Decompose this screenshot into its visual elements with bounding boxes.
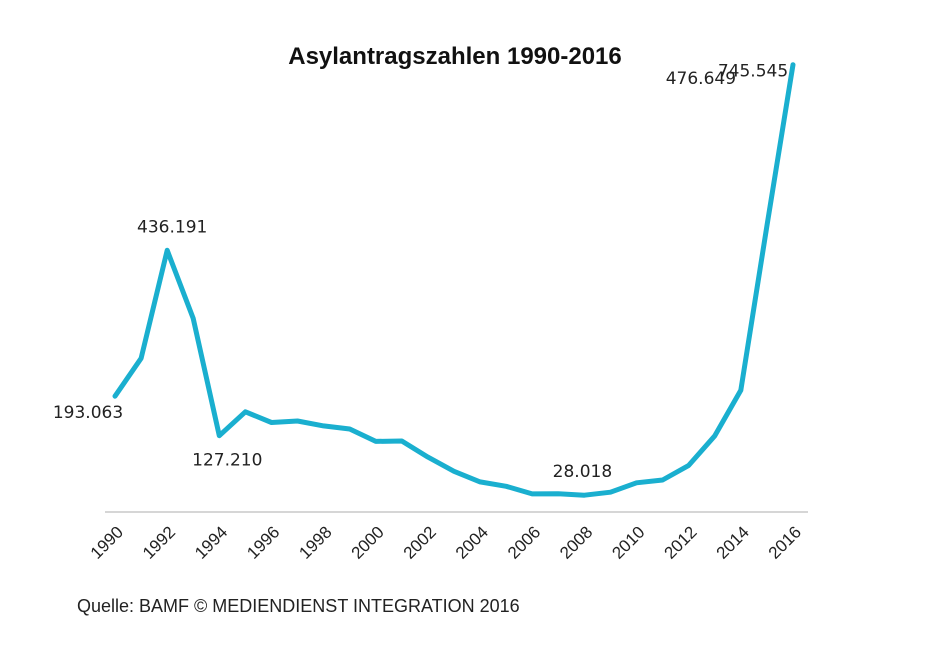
x-tick-label: 2008 bbox=[556, 523, 596, 563]
series-line bbox=[112, 62, 796, 498]
x-tick-label: 2016 bbox=[765, 523, 805, 563]
x-tick-label: 2012 bbox=[661, 523, 701, 563]
x-tick-label: 1990 bbox=[87, 523, 127, 563]
x-tick-label: 1998 bbox=[295, 523, 335, 563]
data-label: 127.210 bbox=[192, 451, 262, 471]
x-tick-label: 2000 bbox=[348, 523, 388, 563]
data-label: 28.018 bbox=[553, 462, 612, 482]
data-label: 745.545 bbox=[718, 62, 788, 82]
data-label: 476.649 bbox=[666, 69, 736, 89]
x-tick-label: 2014 bbox=[713, 523, 753, 563]
x-tick-label: 2002 bbox=[400, 523, 440, 563]
x-tick-label: 2004 bbox=[452, 523, 492, 563]
x-tick-label: 1994 bbox=[191, 523, 231, 563]
x-tick-label: 2006 bbox=[504, 523, 544, 563]
x-tick-label: 2010 bbox=[608, 523, 648, 563]
data-labels: 193.063 436.191 127.210 28.018 476.649745.54… bbox=[53, 62, 788, 483]
x-tick-labels: 1990 1992 1994 1996 1998 2000 2002 2004 2006 2008… bbox=[87, 523, 805, 563]
data-label: 436.191 bbox=[137, 217, 207, 237]
source-note: Quelle: BAMF © MEDIENDIENST INTEGRATION … bbox=[77, 596, 520, 616]
x-tick-label: 1992 bbox=[139, 523, 179, 563]
data-label: 193.063 bbox=[53, 403, 123, 423]
x-tick-label: 1996 bbox=[243, 523, 283, 563]
chart-title: Asylantragszahlen 1990-2016 bbox=[288, 43, 622, 70]
